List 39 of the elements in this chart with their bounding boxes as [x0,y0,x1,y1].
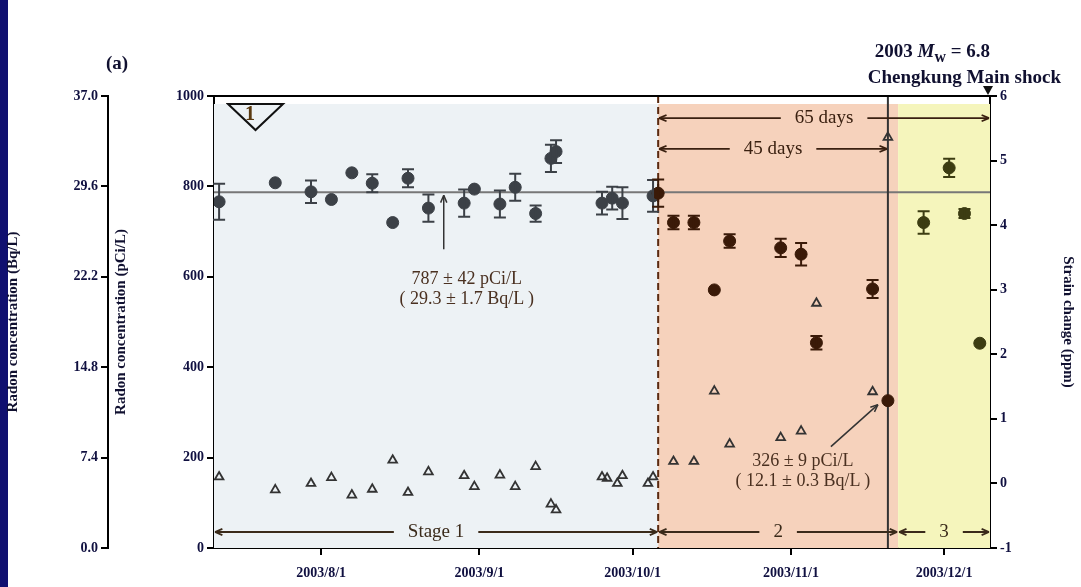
y2-tick-label: 6 [1000,87,1007,103]
y2-tick-label: -1 [1000,539,1012,555]
y3-tick-label: 22.2 [73,268,98,284]
y2-tick-label: 3 [1000,281,1007,297]
y3-axis-title: Radon concentration (Bq/L) [3,231,21,413]
y-tick-label: 800 [183,178,204,194]
y-tick-label: 200 [183,449,204,465]
chart-title: 2003 M$_{w}$ = 6.8 [874,40,990,66]
x-tick-label: 2003/8/1 [296,565,347,581]
y2-tick-label: 5 [1000,152,1007,168]
x-tick-label: 2003/10/1 [604,565,662,581]
y-axis-title: Radon concentration (pCi/L) [111,229,129,415]
band-label: 2 [773,519,783,541]
y3-tick-label: 7.4 [80,449,98,465]
annotation: 65 days [794,106,854,128]
annotation: 45 days [743,136,803,158]
y-tick-label: 1000 [176,87,204,103]
y2-axis-title: Strain change (ppm) [1060,256,1078,388]
y3-tick-label: 0.0 [80,539,98,555]
chart-subtitle: Chengkung Main shock [867,66,1061,88]
y2-tick-label: 2 [1000,345,1007,361]
y-tick-label: 0 [197,539,204,555]
y3-tick-label: 29.6 [73,178,98,194]
x-tick-label: 2003/11/1 [762,565,819,581]
y-tick-label: 400 [183,358,204,374]
x-tick-label: 2003/12/1 [915,565,973,581]
x-tick-label: 2003/9/1 [454,565,505,581]
y-tick-label: 600 [183,268,204,284]
annotation: 1 [245,102,255,125]
annotation: 787 ± 42 pCi/L ( 29.3 ± 1.7 Bq/L ) [399,268,535,310]
y2-tick-label: 1 [1000,410,1007,426]
y2-tick-label: 0 [1000,475,1007,491]
y3-tick-label: 14.8 [73,358,98,374]
annotation: 326 ± 9 pCi/L ( 12.1 ± 0.3 Bq/L ) [735,450,871,492]
text: (a) [106,52,129,74]
y2-tick-label: 4 [1000,216,1007,232]
y3-tick-label: 37.0 [73,87,98,103]
band-label: Stage 1 [407,519,465,541]
band-label: 3 [939,519,949,541]
